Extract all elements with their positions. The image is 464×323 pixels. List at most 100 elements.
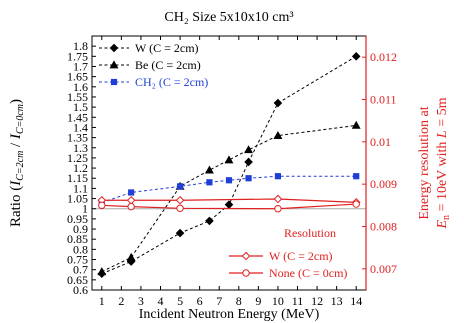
series-2-point (245, 175, 252, 182)
y-left-tick-label: 0.75 (67, 253, 88, 267)
x-tick-label: 14 (350, 294, 362, 308)
x-tick-label: 1 (99, 294, 105, 308)
y-right-tick-label: 0.012 (370, 50, 397, 64)
y-left-tick-label: 0.95 (67, 212, 88, 226)
x-tick-label: 8 (236, 294, 242, 308)
legend-label: Be (C = 2cm) (135, 58, 201, 72)
y-left-tick-label: 1.65 (67, 70, 88, 84)
legend: W (C = 2cm) Be (C = 2cm) CH₂ (C = 2cm) (99, 41, 208, 89)
x-tick-label: 9 (255, 294, 261, 308)
series-4 (98, 200, 360, 213)
y-left-tick-label: 1.35 (67, 131, 88, 145)
legend-marker (109, 43, 119, 53)
y-left-tick-label: 0.9 (73, 222, 88, 236)
series-line-0 (101, 55, 357, 275)
y-left-tick-label: 0.6 (73, 283, 88, 297)
series-2-point (353, 173, 360, 180)
x-tick-label: 13 (331, 294, 343, 308)
series-2-point (128, 189, 135, 196)
series-1-point (273, 130, 283, 139)
y-right-tick-label: 0.008 (370, 220, 397, 234)
y-right-tick-label: 0.007 (370, 262, 397, 276)
series-2-point (225, 177, 233, 184)
series-1-point (244, 145, 254, 154)
y-right-tick-label: 0.01 (370, 135, 391, 149)
y-right-tick-label: 0.009 (370, 177, 397, 191)
y-left-tick-label: 1.4 (73, 120, 88, 134)
series-3-point (175, 195, 185, 205)
chart-title: CH₂ Size 5x10x10 cm³ (164, 10, 293, 25)
y-left-tick-label: 1.25 (67, 151, 88, 165)
y-left-tick-label: 1.75 (67, 49, 88, 63)
legend-title: Resolution (284, 226, 336, 240)
legend-marker (110, 78, 118, 86)
legend-label: W (C = 2cm) (135, 41, 199, 55)
legend-marker (241, 251, 251, 261)
series-layer (97, 52, 361, 279)
x-axis-label: Incident Neutron Energy (MeV) (139, 307, 320, 322)
series-1-point (97, 267, 107, 276)
y-left-tick-label: 1.55 (67, 90, 88, 104)
series-4-point (176, 204, 184, 212)
series-3-point (273, 194, 283, 204)
series-4-point (98, 201, 106, 210)
x-tick-label: 11 (292, 294, 304, 308)
y-axis-left: 0.60.650.70.750.80.850.90.9511.051.11.15… (67, 39, 96, 297)
series-4-point (352, 200, 360, 208)
series-line-2 (101, 175, 357, 204)
series-4-point (127, 202, 135, 211)
legend-label: W (C = 2cm) (269, 249, 333, 263)
x-tick-label: 7 (216, 294, 222, 308)
y-left-tick-label: 1.2 (73, 161, 88, 175)
legend-resolution: Resolution W (C = 2cm) None (C = 0cm) (229, 226, 347, 280)
series-1-point (224, 155, 234, 164)
x-tick-label: 10 (272, 294, 284, 308)
x-tick-label: 6 (197, 294, 203, 308)
y-left-tick-label: 1.15 (67, 171, 88, 185)
y-left-tick-label: 1 (82, 202, 88, 216)
y-right-tick-label: 0.011 (370, 93, 397, 107)
y-left-tick-label: 0.7 (73, 263, 88, 277)
x-tick-label: 5 (177, 294, 183, 308)
series-1-point (351, 120, 361, 129)
y-left-tick-label: 1.7 (73, 59, 88, 73)
series-0-point (175, 228, 185, 238)
y-left-tick-label: 0.8 (73, 242, 88, 256)
y-left-tick-label: 1.3 (73, 141, 88, 155)
legend-marker (109, 60, 119, 69)
y-left-tick-label: 1.6 (73, 80, 88, 94)
series-0-point (351, 52, 361, 61)
x-tick-label: 4 (158, 294, 164, 308)
y-right-label-line2: En = 10eV with L = 5m (435, 97, 452, 229)
series-2-point (206, 179, 213, 186)
y-axis-left-label: Ratio (IC=2cm / IC=0cm) (8, 99, 26, 227)
y-left-tick-label: 0.85 (67, 232, 88, 246)
y-left-tick-label: 1.8 (73, 39, 88, 53)
y-left-tick-label: 1.1 (73, 181, 88, 195)
y-left-tick-label: 1.45 (67, 110, 88, 124)
legend-label: CH₂ (C = 2cm) (135, 75, 208, 89)
y-axis-right: 0.007 0.008 0.009 0.01 0.011 0.012 (362, 36, 397, 290)
x-tick-label: 12 (311, 294, 323, 308)
legend-marker (242, 269, 250, 277)
y-left-tick-label: 1.5 (73, 100, 88, 114)
series-0-point (224, 200, 234, 209)
series-1-point (204, 165, 214, 174)
series-1-point (126, 252, 136, 261)
y-left-tick-label: 0.65 (67, 273, 88, 287)
x-tick-label: 2 (118, 294, 124, 308)
y-left-tick-label: 1.05 (67, 192, 88, 206)
series-0-point (244, 157, 253, 167)
series-3-point (126, 195, 136, 205)
y-right-label-line1: Energy resolution at (417, 106, 432, 219)
x-axis: 1 2 3 4 5 6 7 8 9 10 11 12 13 14 (99, 36, 362, 308)
series-4-point (274, 205, 282, 213)
series-0-point (273, 98, 283, 108)
x-tick-label: 3 (138, 294, 144, 308)
legend-label: None (C = 0cm) (269, 266, 347, 280)
series-2-point (274, 173, 282, 180)
series-2-point (176, 183, 184, 190)
series-0-point (205, 216, 214, 226)
